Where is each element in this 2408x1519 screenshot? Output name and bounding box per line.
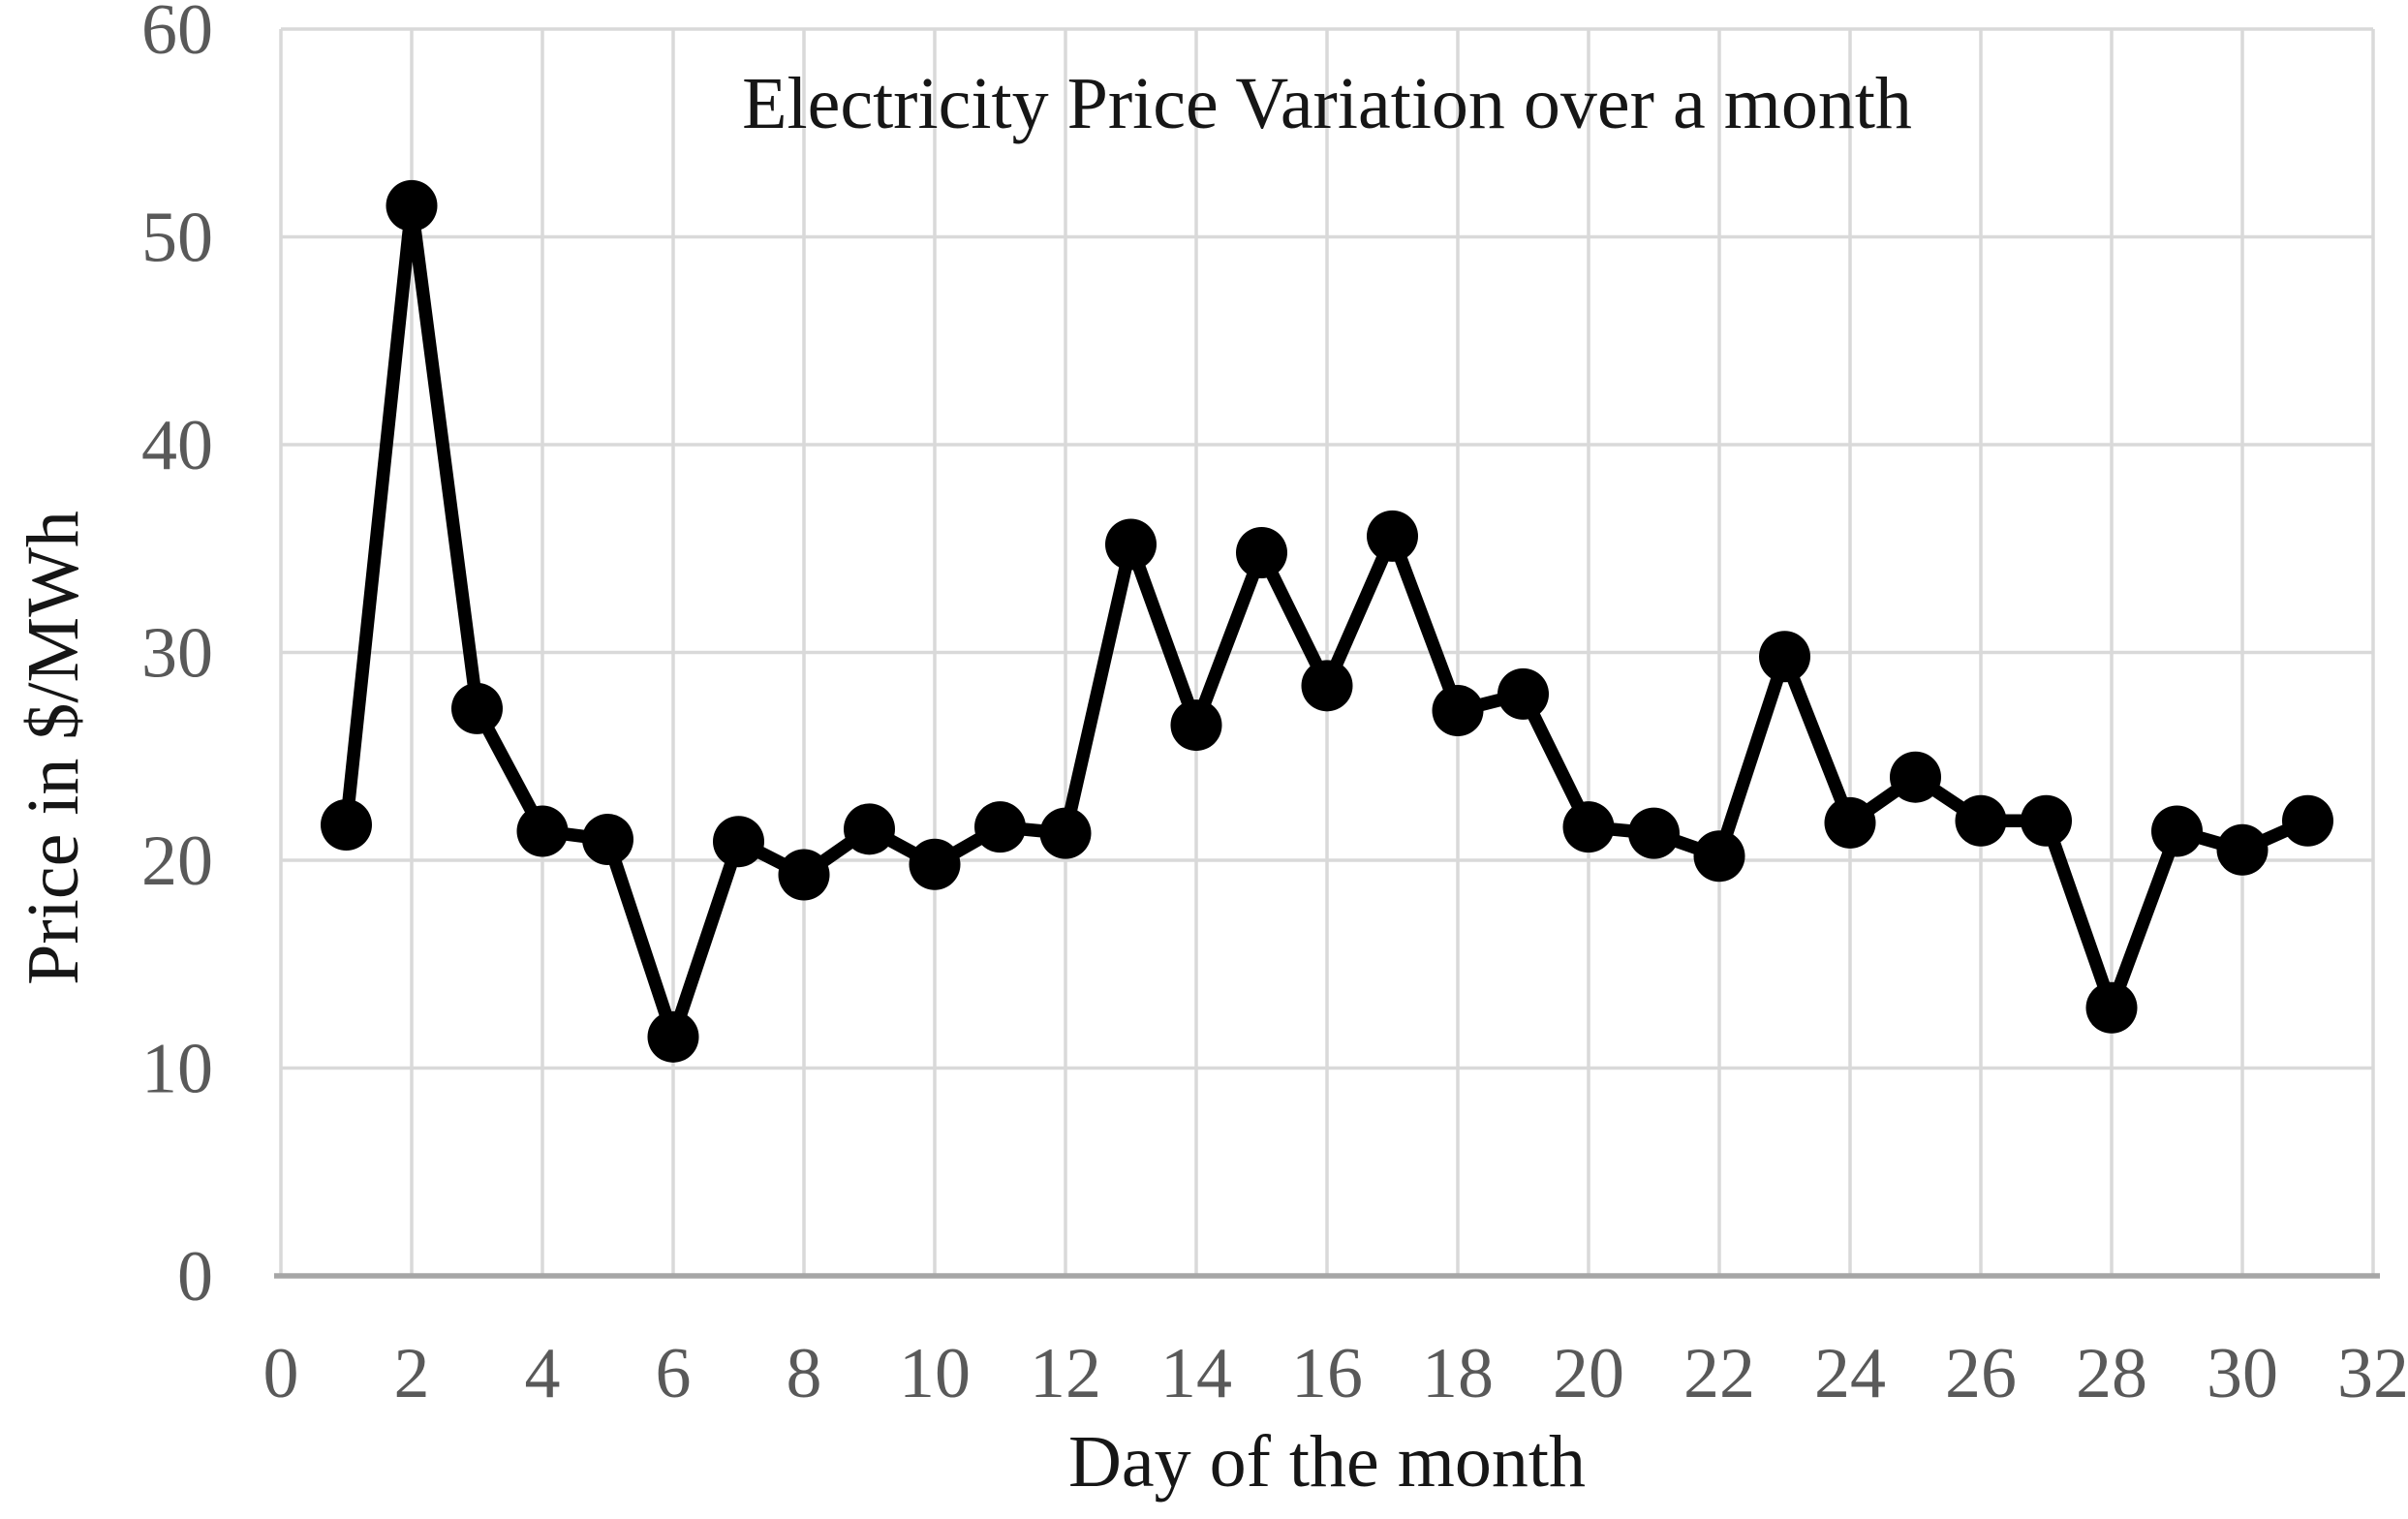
data-point-day-21 [1628,807,1680,859]
data-point-day-17 [1367,510,1418,562]
data-point-day-26 [1955,794,2007,847]
data-point-day-22 [1693,830,1745,883]
data-point-day-12 [1039,807,1092,859]
data-point-day-14 [1170,699,1222,752]
x-tick-label-4: 4 [525,1334,561,1413]
y-axis-title: Price in $/MWh [13,511,94,985]
x-tick-label-12: 12 [1030,1334,1101,1413]
x-tick-label-18: 18 [1422,1334,1494,1413]
data-point-day-27 [2021,794,2072,847]
x-tick-label-26: 26 [1945,1334,2017,1413]
data-point-day-10 [909,838,961,890]
x-tick-label-32: 32 [2337,1334,2408,1413]
y-tick-label-30: 30 [141,614,213,694]
x-tick-label-8: 8 [787,1334,822,1413]
data-point-day-7 [713,816,764,868]
data-point-day-18 [1432,685,1484,737]
y-tick-label-60: 60 [141,0,213,70]
data-point-day-4 [516,805,569,857]
data-point-day-3 [451,682,503,734]
x-tick-label-14: 14 [1160,1334,1232,1413]
data-point-day-5 [582,814,633,866]
x-tick-label-20: 20 [1553,1334,1624,1413]
data-point-day-9 [844,803,895,855]
x-tick-label-28: 28 [2076,1334,2147,1413]
x-tick-label-0: 0 [263,1334,299,1413]
x-axis-title: Day of the month [1067,1421,1586,1503]
x-tick-label-10: 10 [899,1334,971,1413]
y-tick-label-0: 0 [177,1237,213,1317]
x-tick-label-22: 22 [1683,1334,1755,1413]
y-tick-label-20: 20 [141,822,213,901]
data-point-day-20 [1562,801,1615,853]
data-point-day-11 [974,801,1026,853]
x-tick-label-24: 24 [1814,1334,1886,1413]
data-point-day-25 [1890,751,1941,803]
data-point-day-6 [647,1010,699,1063]
data-point-day-24 [1824,796,1876,849]
x-tick-label-16: 16 [1291,1334,1363,1413]
data-point-day-29 [2151,805,2203,857]
x-tick-label-6: 6 [656,1334,692,1413]
data-point-day-1 [321,799,372,852]
data-point-day-13 [1105,518,1157,571]
data-point-day-16 [1301,660,1353,712]
data-point-day-30 [2216,823,2269,876]
y-tick-label-10: 10 [141,1030,213,1109]
y-tick-label-50: 50 [141,199,213,278]
data-point-day-8 [778,849,830,901]
data-point-day-31 [2282,794,2333,847]
y-tick-label-40: 40 [141,406,213,485]
chart-title: Electricity Price Variation over a month [742,63,1912,144]
data-point-day-23 [1759,631,1810,683]
data-point-day-28 [2085,981,2138,1034]
data-point-day-15 [1236,527,1287,579]
data-point-day-19 [1497,667,1549,720]
x-tick-label-2: 2 [394,1334,430,1413]
data-point-day-2 [386,179,438,232]
x-tick-label-30: 30 [2207,1334,2278,1413]
